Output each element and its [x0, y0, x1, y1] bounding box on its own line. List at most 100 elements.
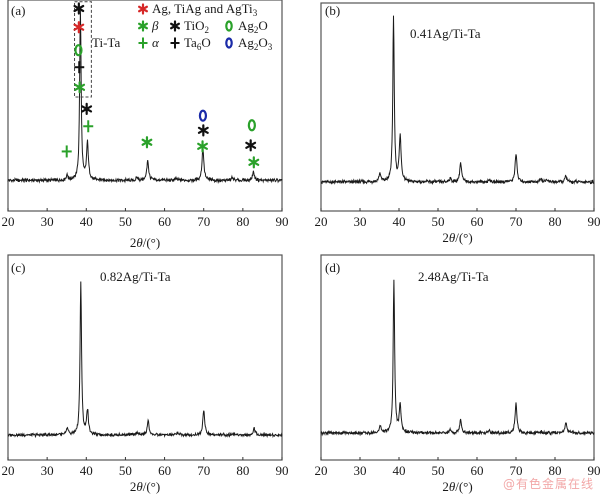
x-tick-label: 50 [432, 214, 445, 229]
series-line-ti-ta [7, 10, 283, 184]
star-marker-icon [81, 102, 93, 116]
legend-label: TiO2 [184, 18, 209, 35]
sample-label: 0.82Ag/Ti-Ta [100, 269, 171, 284]
star-stroke [197, 142, 208, 150]
dashed-highlight-box [74, 1, 92, 98]
x-tick-label: 50 [432, 463, 445, 478]
plot-frame [7, 254, 283, 461]
star-marker-icon [197, 124, 209, 137]
x-tick-label: 60 [471, 463, 484, 478]
legend-item: TiO2 [170, 18, 209, 35]
x-tick-label: 80 [236, 214, 249, 229]
circle-marker-icon [247, 119, 256, 132]
plot-frame [320, 254, 595, 461]
star-stroke [73, 23, 85, 31]
x-tick-label: 70 [197, 463, 210, 478]
x-tick-label: 50 [119, 463, 132, 478]
star-stroke [170, 22, 180, 30]
x-axis-label: 2θ/(°) [442, 479, 472, 494]
panel-b: 20 30 40 50 60 70 80 90 2θ/(°) (b) 0.41Ag/Ti-Ta [315, 2, 600, 245]
x-tick-label: 40 [80, 463, 93, 478]
x-tick-label: 90 [276, 214, 289, 229]
plus-marker-icon [83, 120, 94, 133]
star-marker-icon [245, 139, 257, 152]
x-tick-label: 40 [393, 463, 406, 478]
x-tick-label: 50 [119, 214, 132, 229]
legend-label: Ag2O [238, 18, 268, 35]
star-stroke [245, 141, 257, 149]
x-tick-label: 90 [588, 214, 600, 229]
x-tick-label: 80 [549, 463, 562, 478]
circle-legend-icon [225, 20, 233, 32]
x-tick-label: 60 [471, 214, 484, 229]
circle-marker-icon [198, 109, 208, 122]
star-stroke [73, 4, 85, 13]
star-legend-icon [170, 20, 180, 32]
plus-marker-icon [74, 61, 85, 74]
x-tick-label: 20 [315, 214, 328, 229]
star-marker-icon [141, 136, 153, 149]
star-stroke [197, 126, 209, 134]
star-stroke [138, 22, 148, 30]
legend-item: α [138, 35, 160, 50]
panel-tag: (a) [11, 3, 25, 18]
panel-tag: (d) [325, 260, 340, 275]
legend-item: Ag2O3 [225, 35, 273, 52]
x-tick-label: 20 [2, 214, 15, 229]
series-line-2-48ag-ti-ta [320, 279, 595, 437]
plus-marker-icon [61, 145, 72, 158]
x-axis-label: 2θ/(°) [442, 230, 472, 245]
star-stroke [74, 83, 86, 91]
panel-a: 20 30 40 50 60 70 80 90 2θ/(°) (a) Ti-Ta Ag, TiAg a… [2, 0, 289, 250]
x-tick-label: 30 [41, 463, 54, 478]
circle-legend-icon [225, 37, 233, 49]
x-tick-label: 30 [354, 214, 367, 229]
watermark: @有色金属在线 [502, 477, 594, 491]
circle-marker-icon [74, 44, 83, 57]
x-tick-label: 20 [2, 463, 15, 478]
star-stroke [81, 105, 93, 113]
box-label: Ti-Ta [92, 35, 120, 50]
legend-item: Ag, TiAg and AgTi3 [138, 1, 258, 18]
x-tick-label: 30 [41, 214, 54, 229]
legend-label: Ag, TiAg and AgTi3 [152, 1, 258, 18]
legend-item: β [138, 18, 159, 33]
x-tick-label: 90 [588, 463, 600, 478]
star-marker-icon [73, 21, 85, 34]
star-marker-icon [73, 2, 85, 15]
sample-label: 0.41Ag/Ti-Ta [410, 26, 481, 41]
legend-item: Ag2O [225, 18, 268, 35]
star-marker-icon [197, 140, 208, 153]
x-tick-label: 80 [549, 214, 562, 229]
x-tick-label: 60 [158, 463, 171, 478]
x-tick-label: 20 [315, 463, 328, 478]
plus-legend-icon [138, 37, 148, 49]
x-tick-label: 70 [510, 214, 523, 229]
legend-label: β [151, 18, 159, 33]
series-line-0-82ag-ti-ta [7, 281, 283, 439]
legend-label: α [152, 35, 160, 50]
star-legend-icon [138, 3, 148, 15]
legend-label: Ta6O [184, 35, 211, 52]
legend-label: Ag2O3 [238, 35, 273, 52]
series-line-0-41ag-ti-ta [320, 15, 595, 186]
legend-item: Ta6O [170, 35, 211, 52]
x-tick-label: 60 [158, 214, 171, 229]
plot-frame [320, 2, 595, 212]
x-tick-label: 90 [276, 463, 289, 478]
panel-c: 20 30 40 50 60 70 80 90 2θ/(°) (c) 0.82Ag/Ti-Ta [2, 254, 289, 494]
star-stroke [138, 5, 148, 13]
panel-d: 20 30 40 50 60 70 80 90 2θ/(°) (d) 2.48Ag/Ti-Ta [315, 254, 600, 494]
star-marker-icon [248, 156, 260, 169]
star-stroke [248, 158, 260, 166]
x-axis-label: 2θ/(°) [130, 479, 160, 494]
panel-tag: (b) [325, 3, 340, 18]
star-marker-icon [74, 81, 86, 94]
x-tick-label: 40 [80, 214, 93, 229]
star-legend-icon [138, 20, 148, 32]
plot-frame [7, 0, 283, 212]
x-tick-label: 30 [354, 463, 367, 478]
sample-label: 2.48Ag/Ti-Ta [418, 269, 489, 284]
